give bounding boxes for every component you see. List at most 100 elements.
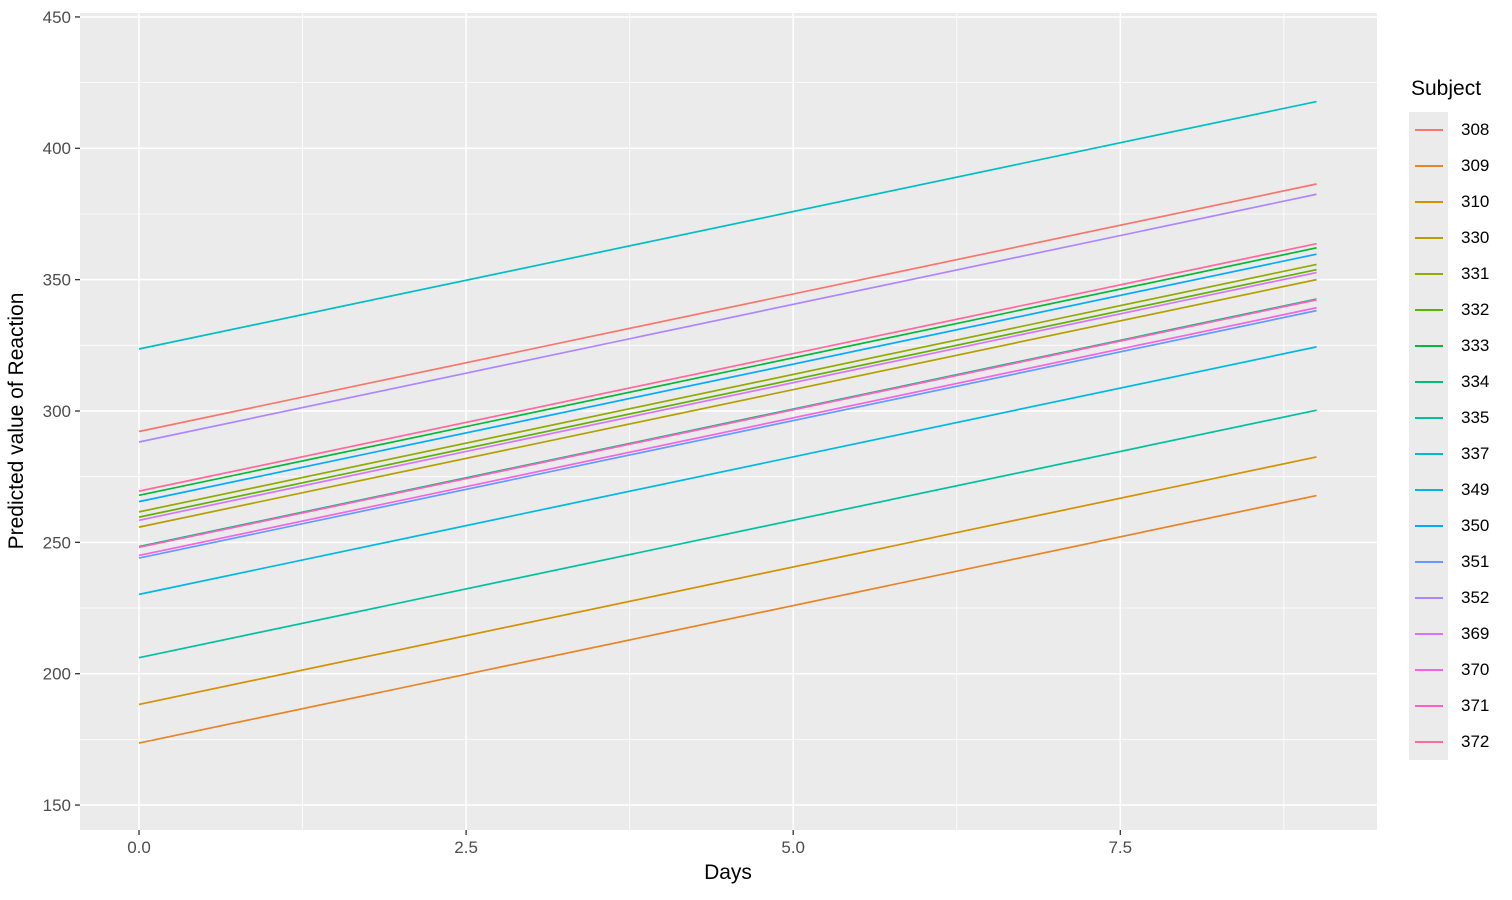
legend-item-330: 330 [1409,220,1489,256]
legend-label: 335 [1461,408,1490,427]
legend-key-line-icon [1414,381,1443,383]
legend: Subject 308 309 310 330 331 332 333 334 335 337 34… [1409,77,1489,760]
legend-label: 330 [1461,228,1490,247]
legend-key-line-icon [1414,561,1443,563]
legend-item-369: 369 [1409,616,1489,652]
y-axis-title: Predicted value of Reaction [5,292,28,550]
series-line-372 [138,242,1317,492]
legend-key-351 [1409,544,1448,580]
legend-key-line-icon [1414,633,1443,635]
legend-item-334: 334 [1409,364,1489,400]
legend-key-330 [1409,220,1448,256]
legend-key-line-icon [1414,525,1443,527]
legend-key-line-icon [1414,453,1443,455]
x-tick-label: 2.5 [454,838,478,857]
legend-key-line-icon [1414,597,1443,599]
legend-key-line-icon [1414,237,1443,239]
series-line-369 [138,271,1317,522]
legend-label: 334 [1461,372,1490,391]
series-line-352 [138,193,1317,443]
legend-key-349 [1409,472,1448,508]
series-line-332 [138,268,1317,518]
series-line-333 [138,247,1317,497]
legend-item-352: 352 [1409,580,1489,616]
series-line-349 [138,346,1317,596]
legend-label: 372 [1461,732,1490,751]
legend-item-370: 370 [1409,652,1489,688]
legend-item-335: 335 [1409,400,1489,436]
series-line-310 [138,456,1317,706]
legend-key-line-icon [1414,669,1443,671]
legend-label: 371 [1461,696,1490,715]
legend-key-350 [1409,508,1448,544]
legend-key-309 [1409,148,1448,184]
legend-key-line-icon [1414,741,1443,743]
series-line-370 [138,306,1317,557]
legend-items: 308 309 310 330 331 332 333 334 335 337 349 350 351 3… [1409,112,1489,760]
legend-key-line-icon [1414,417,1443,419]
legend-label: 352 [1461,588,1490,607]
legend-key-352 [1409,580,1448,616]
legend-key-335 [1409,400,1448,436]
legend-label: 351 [1461,552,1490,571]
legend-key-line-icon [1414,345,1443,347]
series-line-309 [138,494,1317,744]
series-line-371 [138,299,1317,549]
x-tick-label: 5.0 [781,838,805,857]
legend-label: 369 [1461,624,1490,643]
legend-item-350: 350 [1409,508,1489,544]
y-tick-label: 400 [43,139,71,158]
y-tick-label: 200 [43,665,71,684]
series-line-331 [138,263,1317,513]
legend-item-309: 309 [1409,148,1489,184]
legend-key-line-icon [1414,273,1443,275]
legend-label: 370 [1461,660,1490,679]
legend-item-308: 308 [1409,112,1489,148]
legend-label: 337 [1461,444,1490,463]
legend-label: 332 [1461,300,1490,319]
y-tick-label: 450 [43,8,71,27]
legend-key-310 [1409,184,1448,220]
series-line-335 [138,409,1317,659]
legend-key-line-icon [1414,705,1443,707]
legend-item-372: 372 [1409,724,1489,760]
legend-key-334 [1409,364,1448,400]
legend-key-337 [1409,436,1448,472]
legend-key-line-icon [1414,129,1443,131]
legend-key-370 [1409,652,1448,688]
legend-key-372 [1409,724,1448,760]
legend-item-337: 337 [1409,436,1489,472]
series-line-337 [138,100,1317,350]
legend-key-line-icon [1414,201,1443,203]
series-line-350 [138,253,1317,503]
legend-label: 350 [1461,516,1490,535]
x-axis-title: Days [704,861,752,884]
legend-key-369 [1409,616,1448,652]
y-tick-label: 250 [43,533,71,552]
series-line-330 [138,278,1317,528]
legend-item-333: 333 [1409,328,1489,364]
y-tick-label: 150 [43,796,71,815]
legend-key-331 [1409,256,1448,292]
legend-key-371 [1409,688,1448,724]
legend-label: 310 [1461,192,1490,211]
legend-item-331: 331 [1409,256,1489,292]
legend-item-310: 310 [1409,184,1489,220]
legend-title: Subject [1411,77,1482,100]
legend-item-351: 351 [1409,544,1489,580]
legend-key-308 [1409,112,1448,148]
series-line-351 [138,309,1317,559]
legend-item-349: 349 [1409,472,1489,508]
legend-label: 331 [1461,264,1490,283]
y-tick-label: 300 [43,402,71,421]
x-tick-label: 0.0 [127,838,151,857]
legend-label: 309 [1461,156,1490,175]
legend-label: 308 [1461,120,1490,139]
legend-key-333 [1409,328,1448,364]
legend-item-332: 332 [1409,292,1489,328]
legend-key-line-icon [1414,165,1443,167]
legend-label: 349 [1461,480,1490,499]
legend-key-line-icon [1414,489,1443,491]
series-line-308 [138,183,1317,433]
